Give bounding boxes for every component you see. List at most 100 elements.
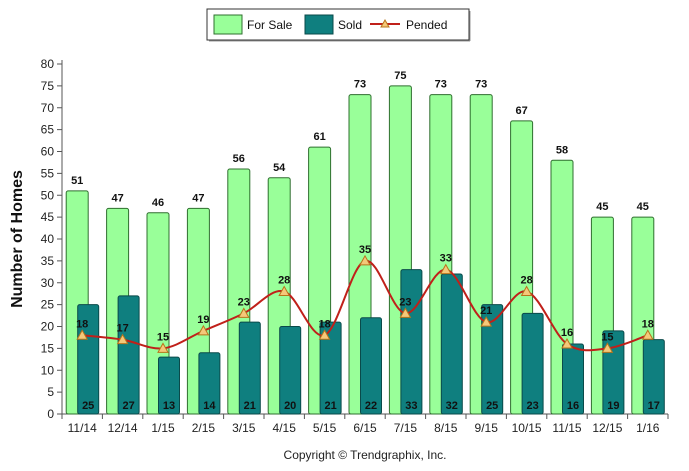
legend-label-pended: Pended: [406, 18, 447, 32]
pended-value-label: 23: [399, 296, 411, 308]
pended-value-label: 21: [480, 305, 492, 317]
y-axis: 0 5 10 15 20 25 30 35 40 45 50 55 60 65 70 75 80: [41, 57, 63, 421]
for-sale-value-label: 67: [515, 105, 527, 117]
x-tick-label: 9/15: [475, 421, 499, 435]
for-sale-value-label: 47: [192, 192, 204, 204]
x-tick-label: 10/15: [512, 421, 542, 435]
for-sale-value-label: 58: [556, 144, 568, 156]
x-tick-label: 4/15: [273, 421, 297, 435]
for-sale-value-label: 46: [152, 197, 164, 209]
pended-marker: [439, 263, 452, 275]
sold-value-label: 13: [163, 400, 175, 412]
y-tick-label: 5: [47, 385, 54, 399]
legend-label-sold: Sold: [338, 18, 362, 32]
for-sale-value-label: 73: [354, 79, 366, 91]
y-tick-label: 40: [41, 232, 55, 246]
pended-marker: [399, 307, 412, 318]
pended-value-label: 18: [642, 318, 654, 330]
data-labels: 51 47 46 47 56 54 61 73 75 73 73 67 58 45 45 25 27 13 14 21…: [71, 70, 660, 412]
for-sale-value-label: 75: [394, 70, 406, 82]
sold-bar: [238, 321, 261, 415]
for-sale-value-label: 47: [111, 192, 123, 204]
y-tick-label: 20: [41, 320, 55, 334]
sold-bar: [158, 356, 180, 415]
for-sale-value-label: 73: [475, 79, 487, 91]
for-sale-bars: [65, 85, 655, 415]
pended-marker: [116, 333, 129, 345]
y-tick-label: 55: [41, 166, 55, 180]
pended-value-label: 18: [76, 318, 88, 330]
legend-swatch-for-sale: [213, 14, 243, 35]
y-tick-label: 75: [41, 79, 55, 93]
for-sale-value-label: 56: [233, 153, 245, 165]
sold-value-label: 14: [203, 400, 216, 412]
pended-marker: [359, 254, 371, 266]
x-tick-label: 7/15: [394, 421, 418, 435]
sold-bar: [440, 273, 463, 415]
sold-bar: [642, 339, 665, 415]
pended-marker: [76, 329, 89, 340]
x-tick-label: 12/15: [592, 421, 622, 435]
pended-value-label: 23: [238, 296, 250, 308]
legend: For Sale Sold Pended: [206, 8, 471, 42]
sold-value-label: 32: [446, 400, 458, 412]
pended-marker: [520, 285, 533, 296]
pended-value-label: 15: [601, 331, 613, 343]
y-tick-label: 65: [41, 123, 55, 137]
x-tick-label: 11/14: [68, 421, 97, 435]
pended-marker: [237, 307, 250, 318]
pended-line: [76, 254, 654, 353]
pended-value-label: 19: [197, 314, 209, 326]
pended-marker: [197, 324, 210, 336]
sold-value-label: 23: [526, 400, 538, 412]
sold-value-label: 25: [486, 400, 498, 412]
y-tick-label: 15: [41, 341, 55, 355]
sold-bar: [562, 343, 584, 415]
x-tick-label: 12/14: [108, 421, 138, 435]
sold-value-label: 25: [82, 400, 94, 412]
pended-value-label: 17: [116, 323, 128, 335]
pended-value-label: 16: [561, 327, 573, 339]
x-tick-label: 1/16: [636, 421, 660, 435]
copyright-text: Copyright © Trendgraphix, Inc.: [284, 448, 447, 462]
sold-value-label: 21: [324, 400, 336, 412]
sold-value-label: 17: [648, 400, 660, 412]
for-sale-value-label: 45: [596, 201, 608, 213]
sold-bar: [400, 269, 423, 415]
sold-bar: [279, 326, 302, 415]
sold-value-label: 22: [365, 400, 377, 412]
sold-value-label: 27: [122, 400, 134, 412]
sold-value-label: 19: [607, 400, 619, 412]
x-tick-label: 6/15: [353, 421, 377, 435]
y-tick-label: 80: [41, 57, 55, 71]
for-sale-value-label: 51: [71, 175, 83, 187]
sold-value-label: 16: [567, 400, 579, 412]
pended-value-label: 28: [278, 275, 290, 287]
sold-bar: [319, 321, 342, 415]
pended-marker: [157, 342, 169, 353]
y-tick-label: 45: [41, 210, 55, 224]
sold-bar: [481, 304, 504, 415]
pended-marker: [480, 316, 493, 327]
for-sale-value-label: 73: [435, 79, 447, 91]
for-sale-value-label: 61: [313, 131, 325, 143]
pended-value-label: 33: [440, 253, 452, 265]
x-tick-label: 8/15: [434, 421, 458, 435]
legend-label-for-sale: For Sale: [247, 18, 293, 32]
x-tick-label: 3/15: [232, 421, 256, 435]
for-sale-value-label: 54: [273, 162, 286, 174]
sold-bar: [117, 295, 140, 415]
y-tick-label: 35: [41, 254, 55, 268]
y-tick-label: 60: [41, 145, 55, 159]
y-tick-label: 0: [47, 407, 54, 421]
sold-value-label: 33: [405, 400, 417, 412]
x-tick-label: 5/15: [313, 421, 337, 435]
sold-value-label: 20: [284, 400, 296, 412]
pended-marker: [318, 329, 331, 340]
sold-bar: [198, 352, 221, 415]
pended-marker: [561, 337, 573, 349]
sold-bar: [360, 317, 382, 415]
legend-marker-pended: [380, 18, 390, 28]
x-tick-label: 2/15: [192, 421, 216, 435]
